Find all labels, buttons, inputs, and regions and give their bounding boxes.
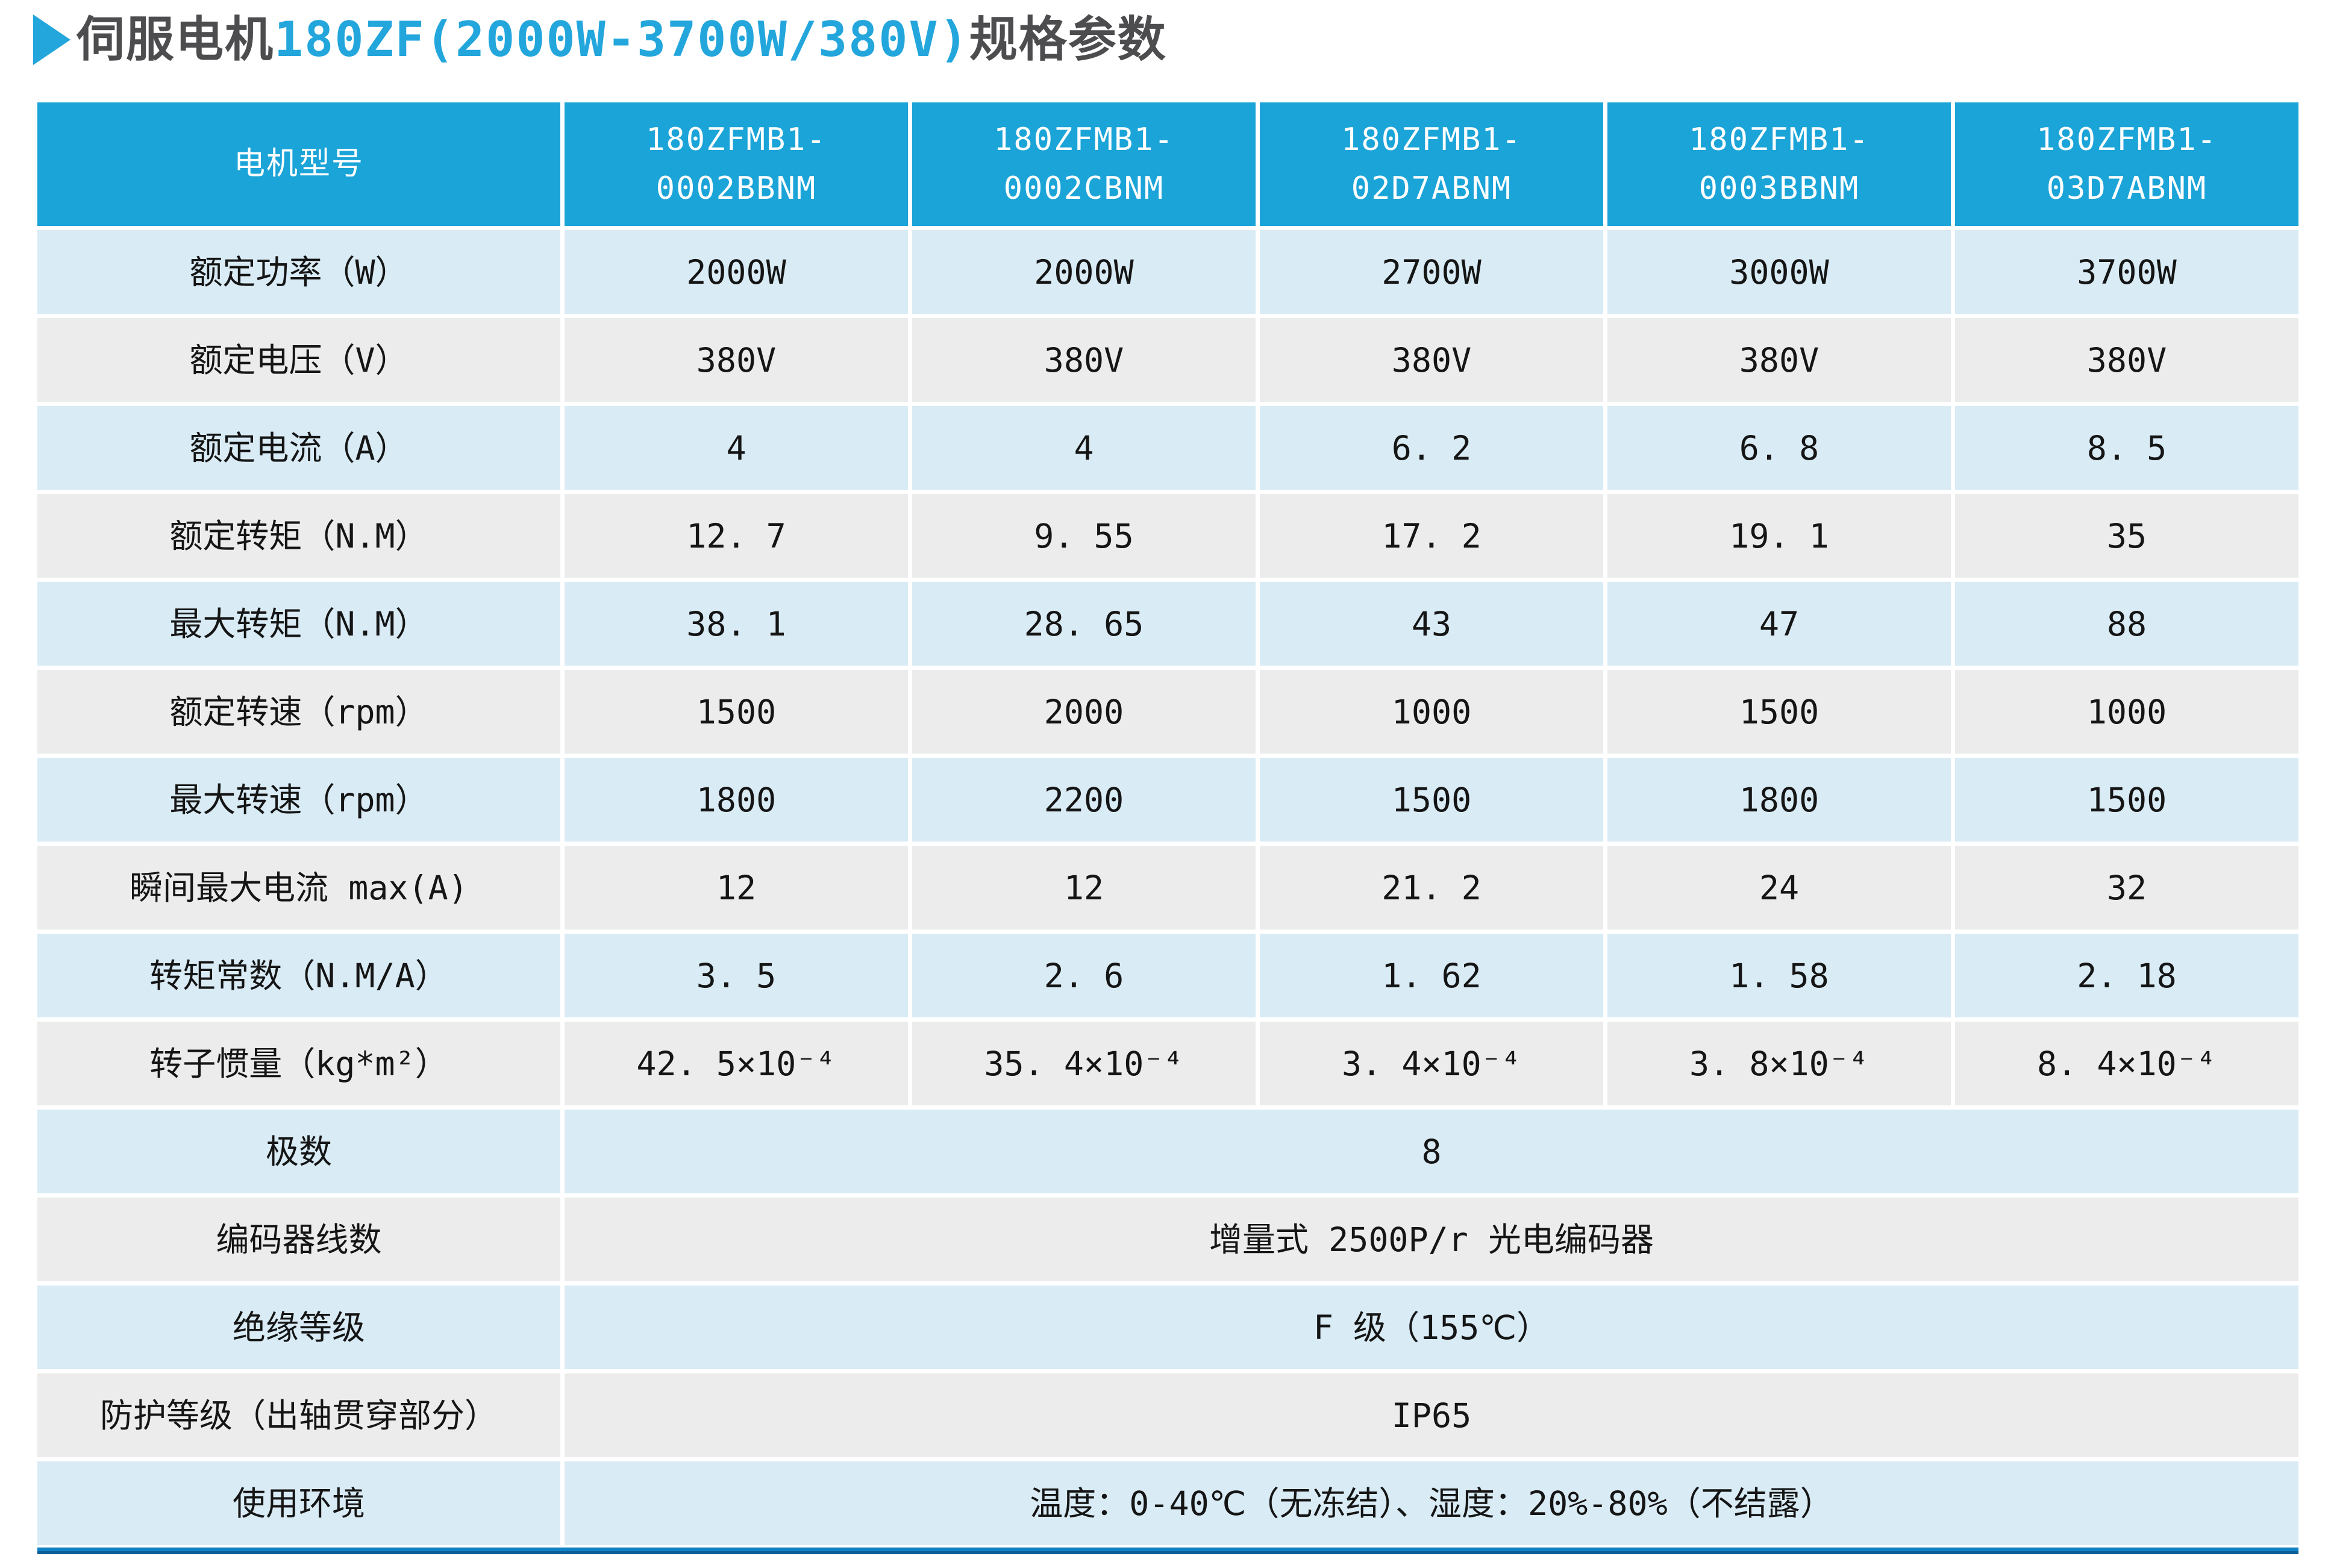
cell-value: 4 (912, 406, 1256, 490)
column-header-model-label: 电机型号 (37, 102, 560, 226)
column-header-model: 180ZFMB1- 0002CBNM (912, 102, 1256, 226)
cell-value: 2. 6 (912, 934, 1256, 1017)
spec-table: 电机型号 180ZFMB1- 0002BBNM 180ZFMB1- 0002CB… (37, 102, 2298, 1545)
cell-merged-value: 温度：0-40℃（无冻结）、湿度：20%-80%（不结露） (565, 1461, 2298, 1545)
cell-value: 3. 8×10⁻⁴ (1607, 1022, 1951, 1105)
cell-value: 6. 8 (1607, 406, 1951, 490)
row-label: 额定转速（rpm） (37, 670, 560, 754)
cell-value: 19. 1 (1607, 494, 1951, 578)
page-title-text: 伺服电机180ZF(2000W-3700W/380V)规格参数 (77, 13, 1167, 66)
cell-value: 380V (565, 318, 908, 402)
cell-value: 35. 4×10⁻⁴ (912, 1022, 1256, 1105)
cell-value: 1000 (1955, 670, 2298, 754)
row-label: 转子惯量（kg*m²） (37, 1022, 560, 1105)
cell-value: 380V (1955, 318, 2298, 402)
column-header-model: 180ZFMB1- 03D7ABNM (1955, 102, 2298, 226)
cell-value: 4 (565, 406, 908, 490)
cell-value: 1500 (1260, 758, 1603, 842)
row-label: 额定功率（W） (37, 230, 560, 314)
cell-value: 3. 5 (565, 934, 908, 1017)
cell-value: 1. 58 (1607, 934, 1951, 1017)
cell-merged-value: IP65 (565, 1373, 2298, 1457)
cell-value: 2000W (565, 230, 908, 314)
title-arrow-icon (33, 14, 70, 65)
cell-value: 2000W (912, 230, 1256, 314)
cell-value: 380V (912, 318, 1256, 402)
row-label: 编码器线数 (37, 1198, 560, 1281)
cell-value: 1000 (1260, 670, 1603, 754)
page-title: 伺服电机180ZF(2000W-3700W/380V)规格参数 (33, 13, 1167, 66)
row-label: 绝缘等级 (37, 1285, 560, 1369)
row-label: 转矩常数（N.M/A） (37, 934, 560, 1017)
cell-value: 8. 4×10⁻⁴ (1955, 1022, 2298, 1105)
bottom-accent-bar (37, 1548, 2298, 1554)
row-label: 额定转矩（N.M） (37, 494, 560, 578)
column-header-model: 180ZFMB1- 02D7ABNM (1260, 102, 1603, 226)
cell-merged-value: 8 (565, 1110, 2298, 1193)
row-label: 最大转速（rpm） (37, 758, 560, 842)
cell-value: 32 (1955, 846, 2298, 929)
row-label: 最大转矩（N.M） (37, 582, 560, 666)
cell-value: 43 (1260, 582, 1603, 666)
cell-value: 3700W (1955, 230, 2298, 314)
cell-value: 12 (912, 846, 1256, 929)
title-prefix: 伺服电机 (77, 11, 274, 67)
cell-value: 35 (1955, 494, 2298, 578)
cell-value: 3. 4×10⁻⁴ (1260, 1022, 1603, 1105)
cell-value: 2700W (1260, 230, 1603, 314)
cell-value: 1800 (565, 758, 908, 842)
cell-value: 1500 (1955, 758, 2298, 842)
row-label: 额定电压（V） (37, 318, 560, 402)
cell-value: 21. 2 (1260, 846, 1603, 929)
cell-value: 17. 2 (1260, 494, 1603, 578)
title-model-range: 180ZF(2000W-3700W/380V) (274, 11, 969, 67)
cell-value: 1800 (1607, 758, 1951, 842)
cell-value: 2200 (912, 758, 1256, 842)
cell-value: 47 (1607, 582, 1951, 666)
row-label: 使用环境 (37, 1461, 560, 1545)
row-label: 极数 (37, 1110, 560, 1193)
cell-value: 88 (1955, 582, 2298, 666)
title-suffix: 规格参数 (969, 11, 1167, 67)
cell-value: 6. 2 (1260, 406, 1603, 490)
column-header-model: 180ZFMB1- 0003BBNM (1607, 102, 1951, 226)
cell-value: 12. 7 (565, 494, 908, 578)
cell-value: 1500 (565, 670, 908, 754)
cell-value: 380V (1260, 318, 1603, 402)
cell-merged-value: 增量式 2500P/r 光电编码器 (565, 1198, 2298, 1281)
cell-value: 28. 65 (912, 582, 1256, 666)
cell-value: 380V (1607, 318, 1951, 402)
cell-value: 12 (565, 846, 908, 929)
cell-merged-value: F 级（155℃） (565, 1285, 2298, 1369)
cell-value: 38. 1 (565, 582, 908, 666)
cell-value: 3000W (1607, 230, 1951, 314)
cell-value: 2. 18 (1955, 934, 2298, 1017)
cell-value: 42. 5×10⁻⁴ (565, 1022, 908, 1105)
cell-value: 24 (1607, 846, 1951, 929)
row-label: 防护等级（出轴贯穿部分） (37, 1373, 560, 1457)
column-header-model: 180ZFMB1- 0002BBNM (565, 102, 908, 226)
cell-value: 8. 5 (1955, 406, 2298, 490)
cell-value: 9. 55 (912, 494, 1256, 578)
cell-value: 2000 (912, 670, 1256, 754)
cell-value: 1500 (1607, 670, 1951, 754)
row-label: 瞬间最大电流 max(A) (37, 846, 560, 929)
cell-value: 1. 62 (1260, 934, 1603, 1017)
row-label: 额定电流（A） (37, 406, 560, 490)
